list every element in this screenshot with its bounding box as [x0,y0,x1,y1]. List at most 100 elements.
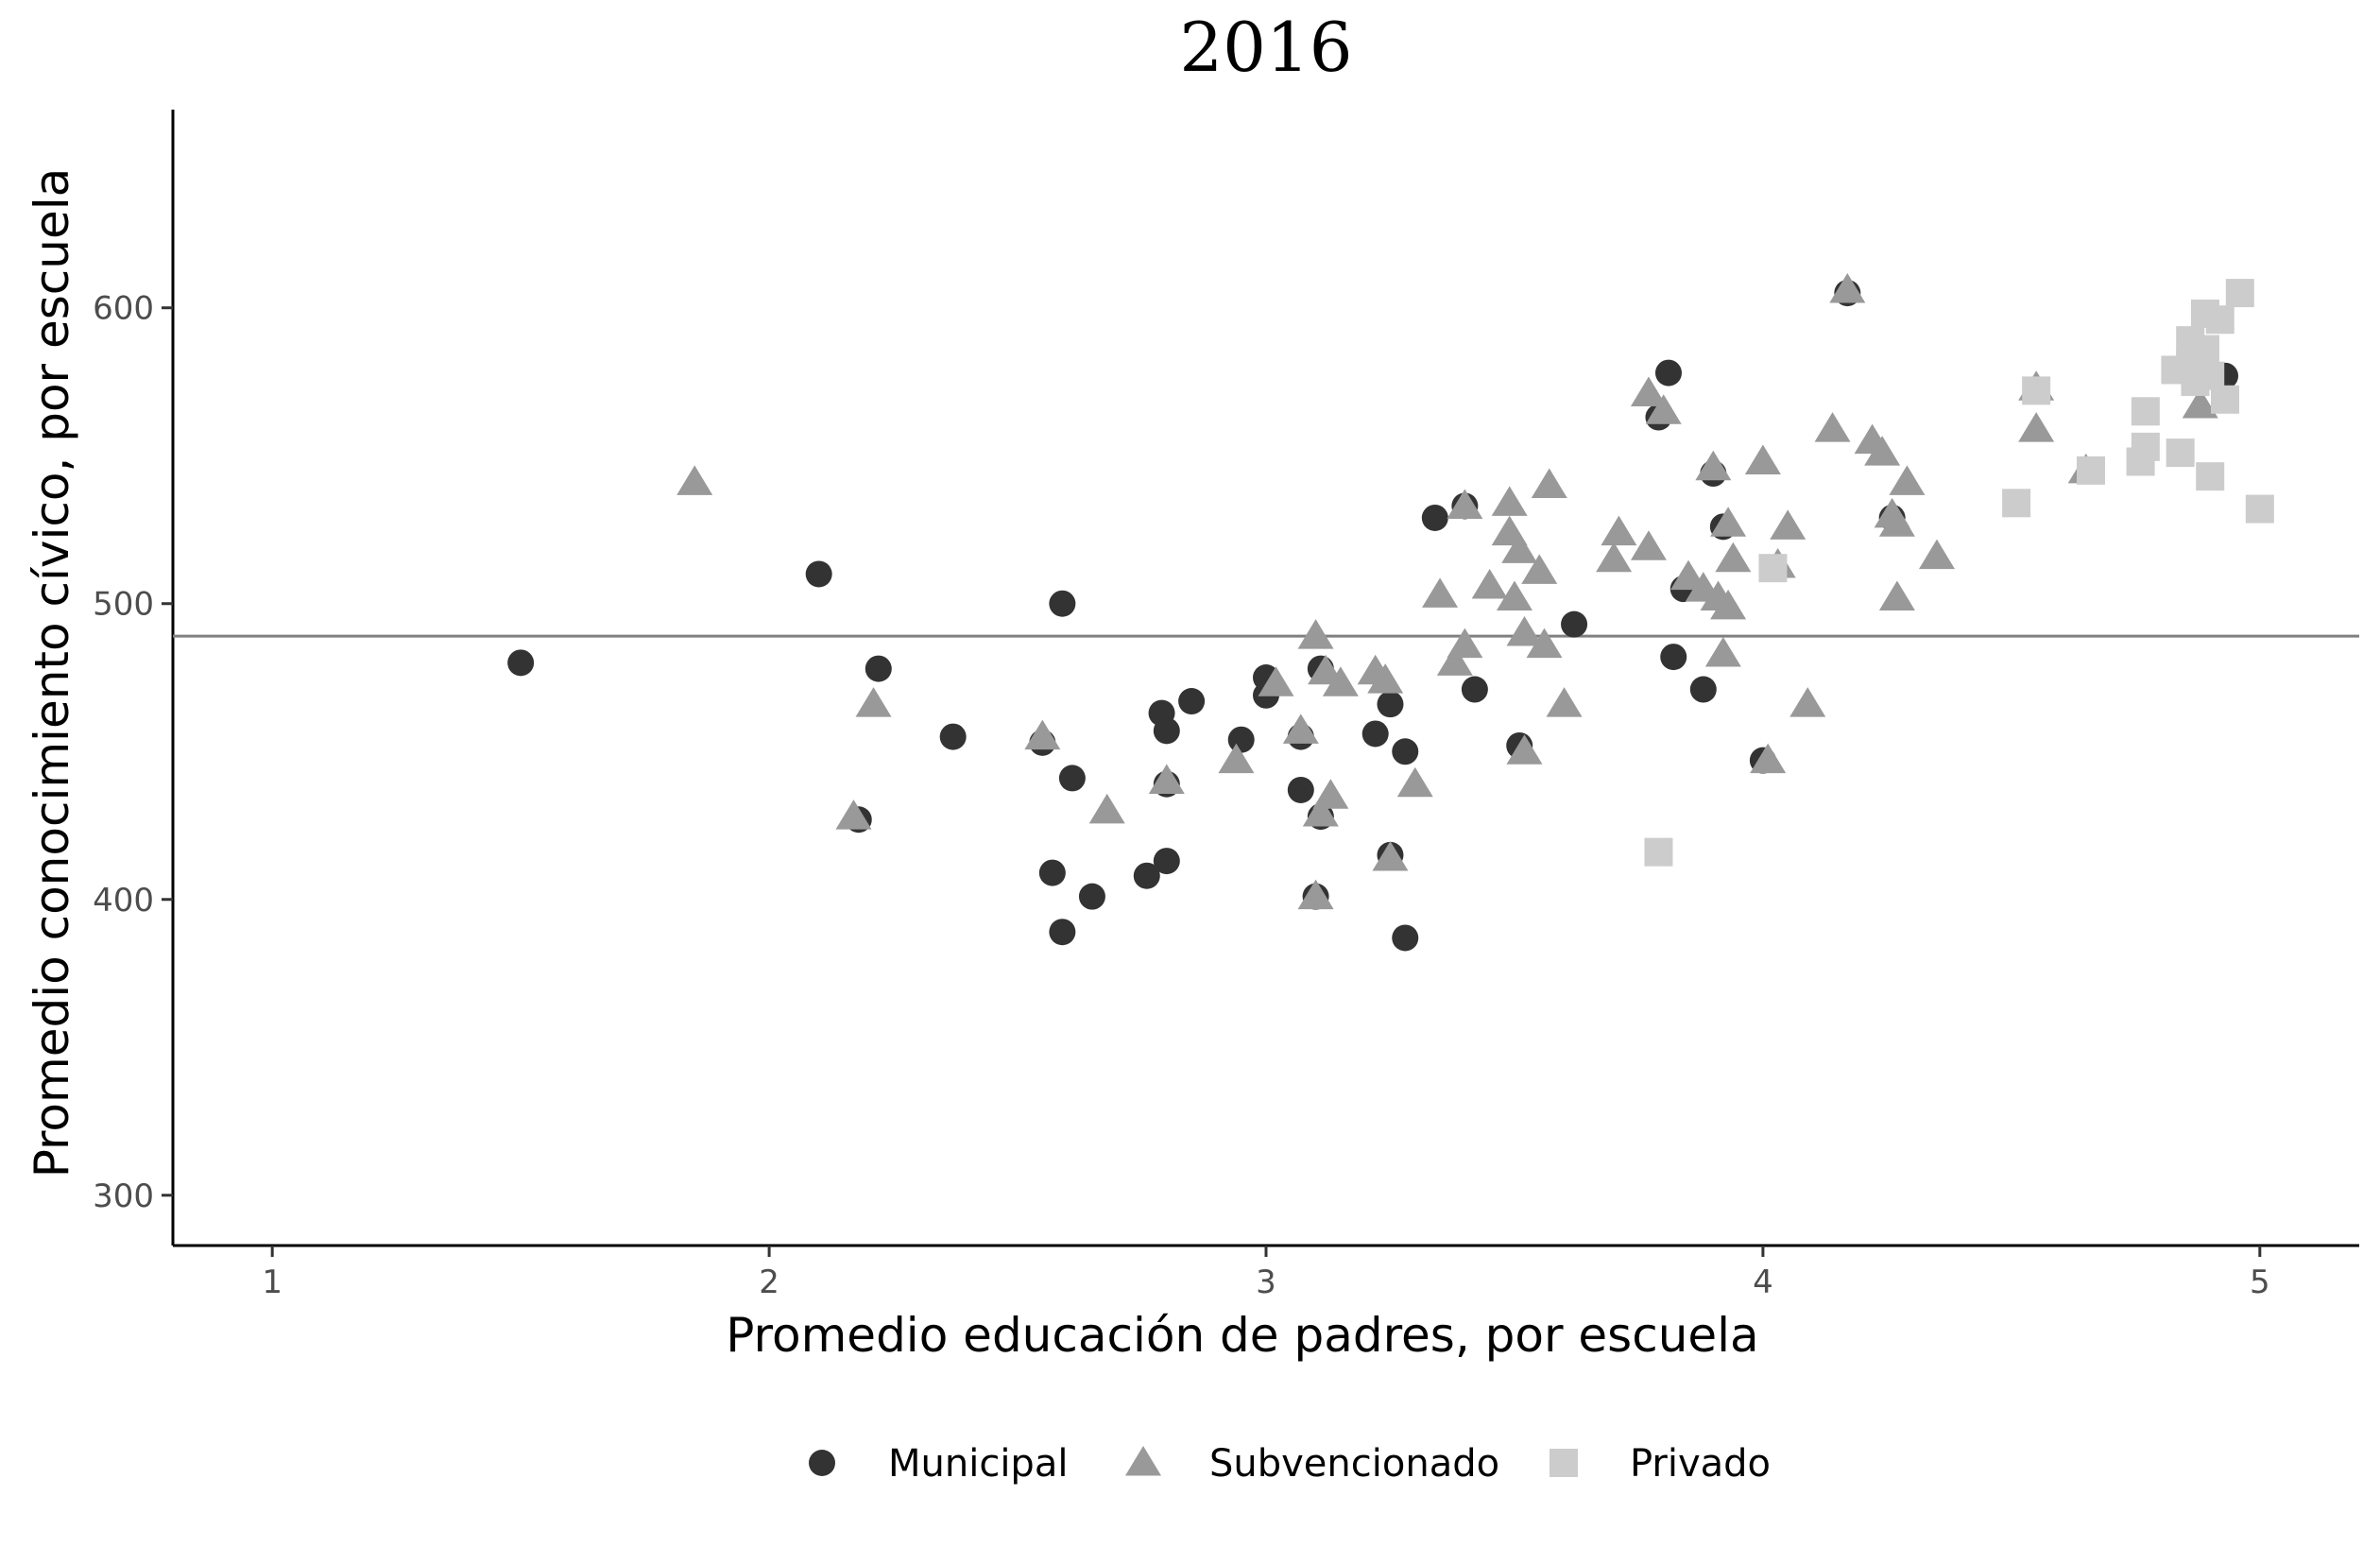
data-point-square [2077,456,2106,485]
data-points [507,272,2274,952]
data-point-triangle [1710,589,1747,620]
series-subvencionado [676,272,2218,910]
data-point-triangle [1312,779,1349,809]
data-point-triangle [1630,376,1667,406]
legend: Municipal Subvencionado Privado [809,1442,1771,1486]
x-tick-label: 5 [2250,1263,2270,1301]
data-point-triangle [1695,450,1732,481]
data-point-triangle [1744,444,1781,474]
legend-item-municipal: Municipal [809,1442,1068,1486]
data-point-triangle [1148,764,1185,795]
data-point-circle [1654,359,1682,387]
data-point-triangle [855,687,892,717]
data-point-triangle [1750,743,1787,774]
data-point-triangle [1447,627,1483,659]
data-point-triangle [676,465,713,495]
data-point-triangle [1372,840,1409,871]
y-tick-label: 300 [93,1177,154,1215]
chart-title: 2016 [1179,8,1352,87]
legend-key-circle [809,1450,835,1476]
data-point-triangle [1024,719,1061,750]
data-point-triangle [1506,616,1543,646]
data-point-triangle [1645,394,1682,424]
data-point-triangle [1218,743,1255,774]
x-axis-label: Promedio educación de padres, por escuel… [726,1308,1758,1363]
y-tick-label: 500 [93,586,154,624]
data-point-triangle [1322,666,1359,696]
data-point-square [1758,554,1788,583]
data-point-circle [1377,691,1404,718]
data-point-triangle [1297,619,1334,649]
series-privado [1644,279,2274,867]
data-point-circle [1133,862,1160,889]
data-point-triangle [1878,507,1915,537]
data-point-circle [1392,738,1419,765]
data-point-triangle [1436,645,1473,676]
data-point-circle [1227,726,1255,753]
data-point-circle [1361,720,1389,748]
data-point-square [2190,335,2219,364]
data-point-circle [865,655,892,682]
x-tick-label: 2 [759,1263,779,1301]
data-point-circle [507,649,535,677]
data-point-triangle [1282,713,1319,744]
data-point-square [2002,489,2031,518]
data-point-circle [1392,924,1419,952]
y-tick-label: 400 [93,882,154,920]
legend-item-subvencionado: Subvencionado [1125,1442,1499,1486]
data-point-square [2196,462,2225,491]
data-point-square [2225,279,2254,308]
data-point-circle [805,560,832,588]
data-point-square [2166,438,2195,468]
x-tick-label: 3 [1256,1263,1276,1301]
data-point-triangle [1630,530,1667,560]
data-point-triangle [1367,663,1404,694]
data-point-triangle [1710,507,1747,537]
data-point-triangle [1491,486,1528,516]
series-municipal [507,280,2239,952]
data-point-triangle [1501,533,1538,563]
legend-key-square [1550,1449,1578,1477]
legend-label: Subvencionado [1209,1442,1499,1486]
data-point-triangle [1878,580,1915,610]
legend-item-privado: Privado [1550,1442,1771,1486]
data-point-triangle [1088,793,1125,824]
legend-label: Municipal [888,1442,1068,1486]
data-point-square [2205,305,2234,335]
data-point-circle [1049,590,1076,617]
data-point-triangle [1596,541,1633,573]
data-point-square [2131,432,2160,461]
data-point-triangle [1770,509,1806,540]
data-point-triangle [1918,539,1955,570]
data-point-triangle [1829,272,1866,303]
y-axis-label: Promedio conocimiento cívico, por escuel… [25,168,79,1178]
data-point-triangle [1302,796,1339,827]
y-tick-label: 600 [93,290,154,328]
data-point-triangle [1546,687,1583,717]
data-point-triangle [1814,412,1851,442]
data-point-circle [1153,848,1180,875]
data-point-triangle [1704,636,1741,667]
x-tick-label: 4 [1753,1263,1773,1301]
data-point-triangle [1526,627,1563,659]
data-point-triangle [1521,554,1558,584]
data-point-triangle [1601,515,1637,546]
data-point-triangle [2018,412,2055,442]
data-point-triangle [1531,468,1567,499]
data-point-triangle [1258,666,1294,696]
data-point-square [2196,361,2225,390]
data-point-circle [1153,717,1180,745]
data-point-circle [1561,610,1588,638]
data-point-triangle [1506,734,1543,765]
data-point-circle [1078,883,1105,910]
data-point-square [2211,385,2240,414]
x-tick-label: 1 [262,1263,283,1301]
data-point-circle [1049,919,1076,946]
data-point-square [2245,494,2274,524]
legend-key-triangle [1125,1446,1161,1476]
data-point-circle [1689,676,1717,703]
data-point-triangle [1715,541,1752,573]
data-point-circle [939,723,967,750]
legend-label: Privado [1630,1442,1771,1486]
